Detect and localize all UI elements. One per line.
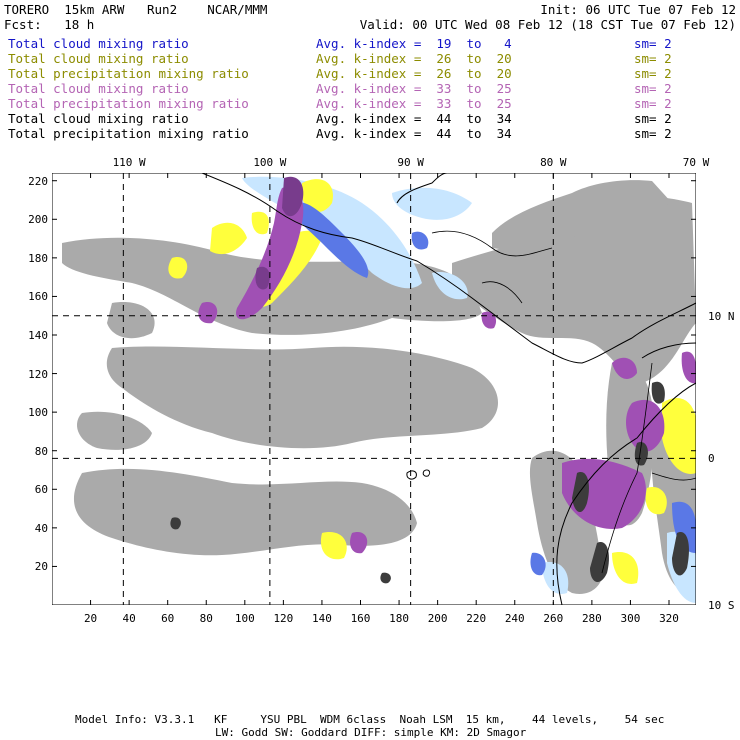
legend-field-label: Total cloud mixing ratio	[8, 111, 189, 126]
latitude-label: 10 S	[708, 599, 735, 612]
x-tick-label: 40	[122, 612, 136, 625]
legend-kindex-range: Avg. k-index = 26 to 20	[316, 51, 512, 66]
legend-kindex-range: Avg. k-index = 19 to 4	[316, 36, 512, 51]
header-init-time: Init: 06 UTC Tue 07 Feb 12	[540, 2, 736, 17]
legend-kindex-range: Avg. k-index = 44 to 34	[316, 126, 512, 141]
legend-smoothing: sm= 2	[634, 126, 672, 141]
blue-cloud-fields	[292, 202, 696, 576]
legend-field-label: Total cloud mixing ratio	[8, 51, 189, 66]
map-panel	[52, 173, 696, 605]
axis-ticks	[52, 173, 696, 605]
longitude-label: 90 W	[397, 156, 424, 169]
y-tick-label: 20	[34, 560, 48, 574]
x-tick-label: 140	[312, 612, 332, 625]
legend-smoothing: sm= 2	[634, 111, 672, 126]
legend-smoothing: sm= 2	[634, 66, 672, 81]
header-title: TORERO 15km ARW Run2 NCAR/MMM	[4, 2, 268, 17]
longitude-label: 110 W	[112, 156, 146, 169]
legend-field-label: Total cloud mixing ratio	[8, 81, 189, 96]
legend-smoothing: sm= 2	[634, 36, 672, 51]
y-tick-label: 140	[28, 329, 48, 342]
dark-purple-cloud-fields	[255, 176, 304, 290]
x-tick-label: 80	[199, 612, 213, 625]
header-valid-time: Valid: 00 UTC Wed 08 Feb 12 (18 CST Tue …	[359, 17, 736, 32]
legend-smoothing: sm= 2	[634, 81, 672, 96]
y-tick-label: 160	[28, 290, 48, 304]
longitude-label: 70 W	[682, 156, 710, 169]
x-tick-label: 180	[389, 612, 409, 625]
legend-kindex-range: Avg. k-index = 44 to 34	[316, 111, 512, 126]
coastlines	[201, 173, 696, 605]
footer-model-info: Model Info: V3.3.1 KF YSU PBL WDM 6class…	[75, 713, 665, 726]
x-tick-label: 60	[161, 612, 175, 625]
x-tick-label: 260	[543, 612, 564, 625]
legend-smoothing: sm= 2	[634, 51, 672, 66]
lat-lon-gridlines	[52, 173, 696, 605]
legend-field-label: Total cloud mixing ratio	[8, 36, 189, 51]
y-tick-label: 180	[28, 251, 48, 265]
x-tick-label: 160	[350, 612, 371, 625]
x-tick-label: 120	[273, 612, 294, 625]
legend-kindex-range: Avg. k-index = 33 to 25	[316, 81, 512, 96]
longitude-label: 80 W	[540, 156, 567, 169]
header-forecast-hour: Fcst: 18 h	[4, 17, 95, 32]
legend-kindex-range: Avg. k-index = 26 to 20	[316, 66, 512, 81]
legend-kindex-range: Avg. k-index = 33 to 25	[316, 96, 512, 111]
latitude-label: 0	[708, 452, 715, 466]
legend-smoothing: sm= 2	[634, 96, 672, 111]
footer-physics-info: LW: Godd SW: Goddard DIFF: simple KM: 2D…	[215, 726, 527, 739]
x-tick-label: 280	[581, 612, 602, 625]
latitude-label: 10 N	[708, 309, 735, 323]
x-tick-label: 240	[504, 612, 525, 625]
y-tick-label: 120	[28, 367, 48, 381]
y-tick-label: 60	[34, 483, 48, 497]
x-tick-label: 300	[620, 612, 641, 625]
y-tick-label: 40	[34, 521, 48, 535]
y-tick-label: 100	[28, 406, 48, 420]
x-tick-label: 20	[83, 612, 98, 625]
x-tick-label: 200	[427, 612, 448, 625]
y-tick-label: 200	[28, 213, 48, 227]
legend-field-label: Total precipitation mixing ratio	[8, 126, 249, 141]
country-borders	[431, 230, 696, 574]
map-plot	[52, 173, 696, 605]
field-layer	[52, 173, 696, 605]
x-tick-label: 220	[466, 612, 487, 625]
x-tick-label: 100	[234, 612, 255, 625]
longitude-label: 100 W	[253, 156, 287, 169]
x-tick-label: 320	[659, 612, 679, 625]
legend-field-label: Total precipitation mixing ratio	[8, 96, 249, 111]
legend-field-label: Total precipitation mixing ratio	[8, 66, 249, 81]
y-tick-label: 220	[28, 174, 48, 188]
black-core-fields	[170, 381, 689, 584]
y-tick-label: 80	[34, 444, 48, 458]
